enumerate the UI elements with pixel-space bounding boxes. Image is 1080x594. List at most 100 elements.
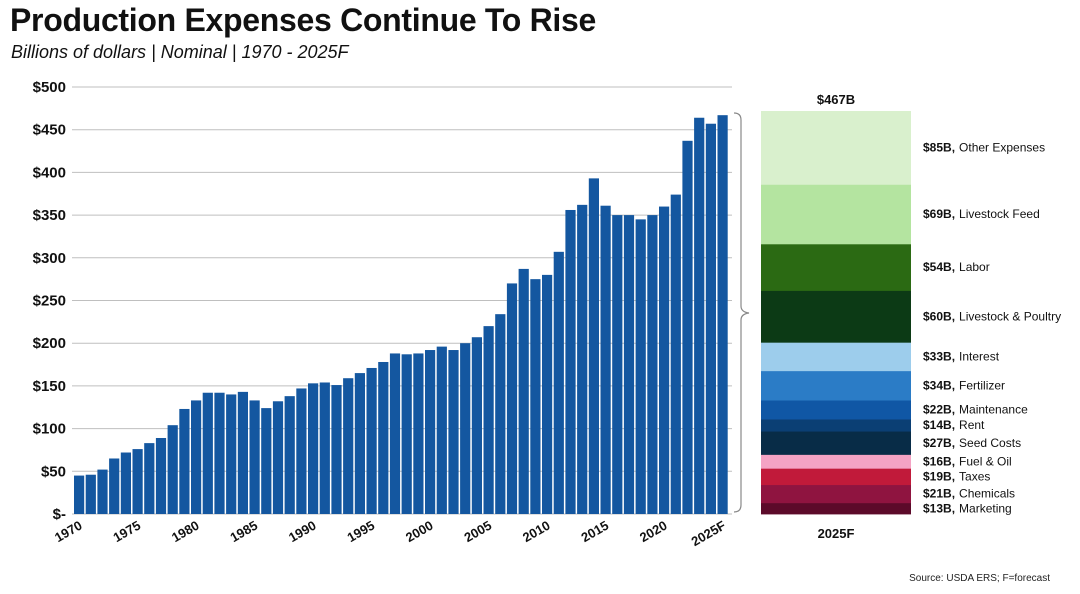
bar-2020 <box>659 206 670 514</box>
segment-value: $69B, <box>923 207 955 221</box>
bar-1972 <box>97 469 108 514</box>
segment-label: $60B, Livestock & Poultry <box>923 309 1061 323</box>
bar-1987 <box>272 401 284 514</box>
stack-segment-chemicals <box>761 484 911 504</box>
bar-2003 <box>460 343 471 514</box>
bar-1985 <box>249 400 260 514</box>
segment-label: $27B, Seed Costs <box>923 436 1021 450</box>
bar-2002 <box>448 350 459 514</box>
bar-1995 <box>366 367 377 514</box>
stack-segment-marketing <box>761 502 911 515</box>
stack-total-label: $467B <box>817 92 855 107</box>
segment-name: Livestock & Poultry <box>959 309 1061 323</box>
segment-value: $21B, <box>923 487 955 501</box>
bar-2013 <box>577 204 588 515</box>
segment-value: $27B, <box>923 436 955 450</box>
stack-segment-interest <box>761 342 911 372</box>
x-tick-label: 2010 <box>520 518 553 545</box>
segment-name: Seed Costs <box>959 436 1021 450</box>
stack-segment-other-expenses <box>761 111 911 185</box>
bar-2006 <box>495 314 506 514</box>
segment-value: $60B, <box>923 309 955 323</box>
segment-value: $54B, <box>923 260 955 274</box>
x-axis-labels: 1970 1975 1980 1985 1990 1995 2000 2005 2010 2015… <box>52 518 728 549</box>
bracket-line <box>733 112 750 513</box>
segment-label: $19B, Taxes <box>923 469 990 483</box>
bracket-connector <box>733 112 750 513</box>
bar-2004 <box>471 337 482 514</box>
bar-1983 <box>226 394 237 514</box>
y-axis-labels: $- $50 $100 $150 $200 $250 $300 $350 $400 $450 $50… <box>33 79 66 523</box>
chart-title: Production Expenses Continue To Rise <box>10 2 597 38</box>
segment-label: $13B, Marketing <box>923 501 1012 515</box>
bar-1992 <box>331 385 342 514</box>
segment-value: $85B, <box>923 141 955 155</box>
segment-name: Fertilizer <box>959 378 1005 392</box>
bar-2019 <box>647 215 658 514</box>
bar-1978 <box>167 425 178 514</box>
bar-2018 <box>635 219 646 514</box>
segment-label: $85B, Other Expenses <box>923 141 1045 155</box>
segment-label: $54B, Labor <box>923 260 990 274</box>
bar-1990 <box>308 383 319 514</box>
stack-segment-fertilizer <box>761 370 911 401</box>
stack-segment-livestock-poultry <box>761 290 911 343</box>
y-tick-label: $250 <box>33 293 66 310</box>
bar-1989 <box>296 388 307 514</box>
y-tick-label: $400 <box>33 164 66 181</box>
x-tick-label: 2000 <box>403 518 436 545</box>
bar-2005 <box>483 326 494 514</box>
segment-label: $69B, Livestock Feed <box>923 207 1040 221</box>
stack-segment-labor <box>761 243 911 291</box>
bar-1988 <box>284 396 295 514</box>
bar-2011 <box>553 251 564 514</box>
segment-value: $34B, <box>923 378 955 392</box>
bar-2001 <box>436 346 447 514</box>
bar-1999 <box>413 353 424 514</box>
bar-2017 <box>623 215 635 514</box>
bar-1973 <box>109 458 120 514</box>
segment-value: $14B, <box>923 418 955 432</box>
y-tick-label: $450 <box>33 122 66 139</box>
bar-2016 <box>612 215 623 514</box>
bar-1998 <box>401 354 412 514</box>
segment-value: $22B, <box>923 403 955 417</box>
bar-1984 <box>237 391 248 514</box>
stack-segment-taxes <box>761 468 911 486</box>
y-tick-label: $150 <box>33 378 66 395</box>
bar-1991 <box>319 382 330 514</box>
segment-name: Chemicals <box>959 487 1015 501</box>
x-tick-label: 2005 <box>462 518 495 545</box>
bar-2025F <box>717 115 728 514</box>
bar-1982 <box>214 392 225 514</box>
bar-1975 <box>132 449 143 514</box>
bar-2010 <box>542 274 553 514</box>
bar-series <box>74 115 728 515</box>
y-tick-label: $- <box>53 506 66 523</box>
bar-1981 <box>202 392 213 514</box>
bar-2014 <box>588 178 599 515</box>
segment-name: Taxes <box>959 469 990 483</box>
x-tick-label: 1980 <box>169 518 202 545</box>
stack-segment-seed-costs <box>761 431 911 455</box>
segment-name: Marketing <box>959 501 1012 515</box>
bar-1993 <box>343 378 354 514</box>
segment-name: Fuel & Oil <box>959 454 1012 468</box>
segment-label: $22B, Maintenance <box>923 403 1028 417</box>
x-tick-label: 1995 <box>345 518 378 545</box>
bar-2007 <box>506 283 518 514</box>
bar-2022 <box>682 140 693 514</box>
segment-label: $33B, Interest <box>923 350 1000 364</box>
y-tick-label: $350 <box>33 207 66 224</box>
bar-2023 <box>694 117 705 514</box>
segment-name: Interest <box>959 350 1000 364</box>
bar-1979 <box>179 408 190 514</box>
segment-value: $19B, <box>923 469 955 483</box>
source-note: Source: USDA ERS; F=forecast <box>909 573 1050 584</box>
bar-2012 <box>565 209 576 514</box>
bar-1977 <box>155 437 167 514</box>
x-tick-label: 2015 <box>579 518 612 545</box>
bar-1974 <box>120 452 131 514</box>
y-tick-label: $300 <box>33 250 66 267</box>
